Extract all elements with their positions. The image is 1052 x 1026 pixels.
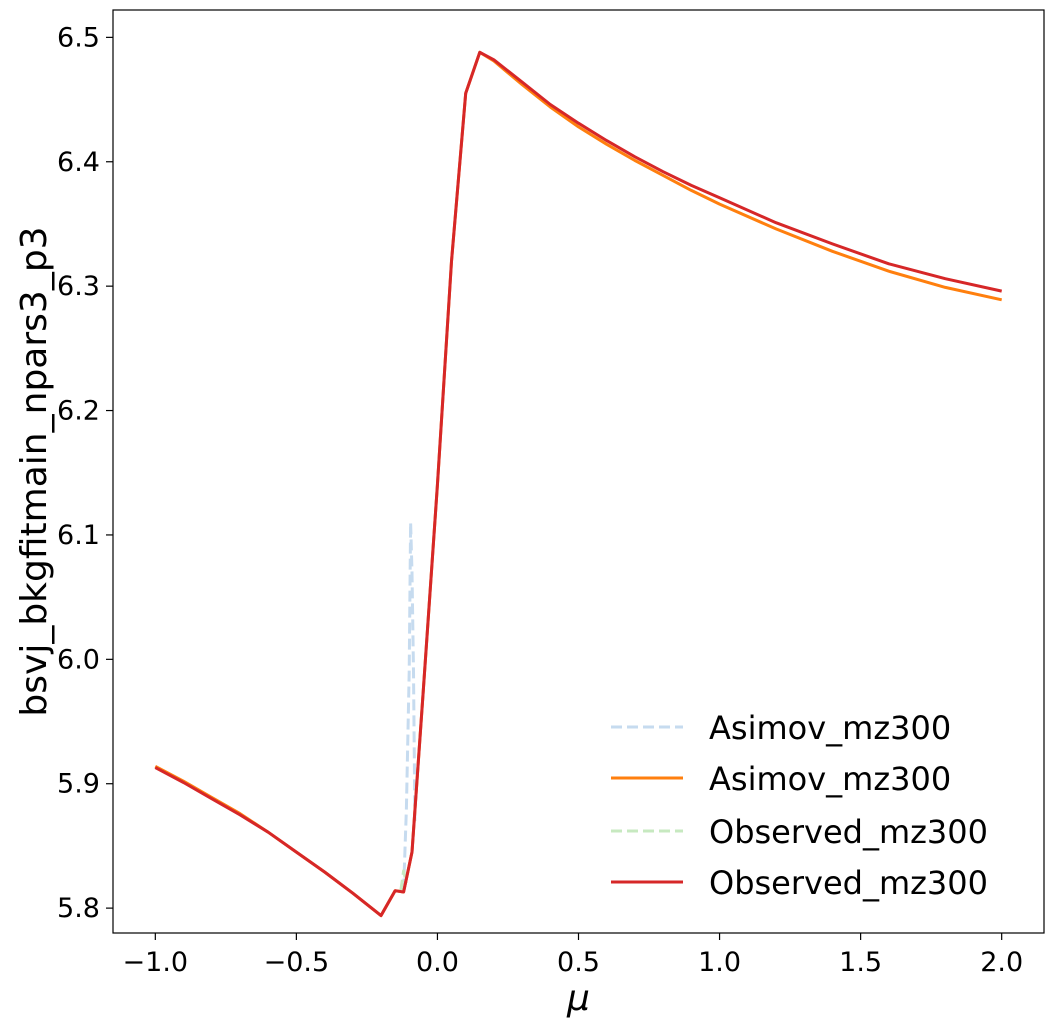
x-axis-label: μ (566, 978, 590, 1019)
legend-label: Asimov_mz300 (709, 760, 951, 798)
x-tick-label: 0.0 (416, 947, 459, 978)
series-lines (154, 50, 1003, 918)
y-tick-label: 6.2 (57, 396, 100, 427)
y-tick-label: 6.3 (57, 271, 100, 302)
y-tick-label: 6.0 (57, 644, 100, 675)
series-line-0 (402, 521, 417, 890)
legend: Asimov_mz300 Asimov_mz300 Observed_mz300 Ob… (611, 709, 988, 902)
x-axis: −1.0 −0.5 0.0 0.5 1.0 1.5 2.0 (123, 933, 1023, 978)
y-tick-label: 6.4 (57, 147, 100, 178)
series-line-3 (154, 50, 1003, 918)
x-tick-label: 1.0 (698, 947, 741, 978)
x-tick-label: −1.0 (123, 947, 189, 978)
x-tick-label: −0.5 (264, 947, 330, 978)
x-tick-label: 0.5 (557, 947, 600, 978)
legend-label: Observed_mz300 (709, 864, 988, 902)
y-axis: 5.8 5.9 6.0 6.1 6.2 6.3 6.4 6.5 (57, 22, 113, 924)
y-tick-label: 6.5 (57, 22, 100, 53)
x-tick-label: 1.5 (839, 947, 882, 978)
legend-label: Asimov_mz300 (709, 709, 951, 747)
y-tick-label: 5.8 (57, 893, 100, 924)
y-tick-label: 5.9 (57, 769, 100, 800)
y-tick-label: 6.1 (57, 520, 100, 551)
series-line-2 (399, 869, 408, 891)
legend-label: Observed_mz300 (709, 813, 988, 851)
y-axis-label: bsvj_bkgfitmain_npars3_p3 (14, 226, 55, 716)
x-tick-label: 2.0 (980, 947, 1023, 978)
